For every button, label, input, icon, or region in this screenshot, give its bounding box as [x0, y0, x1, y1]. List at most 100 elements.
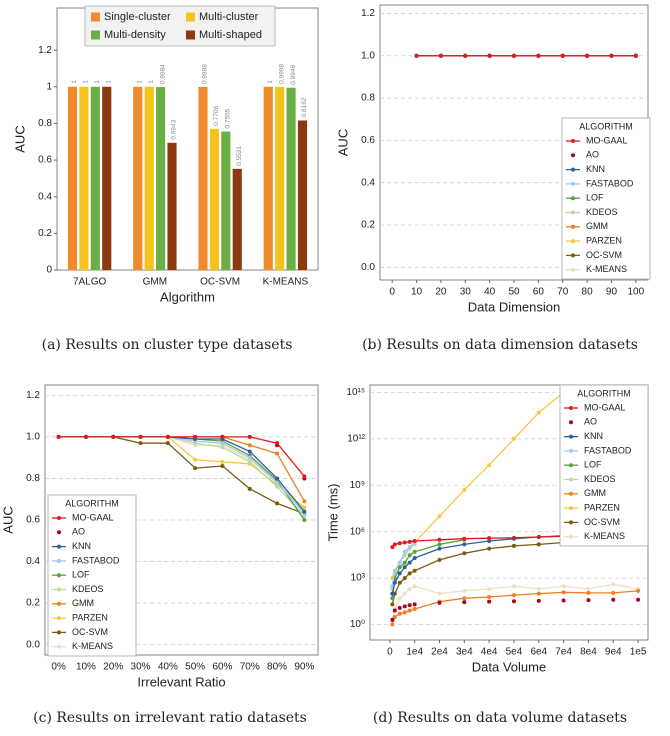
legend-marker [571, 196, 575, 201]
point [437, 557, 442, 562]
point [397, 596, 402, 601]
value-label: 1 [148, 80, 155, 84]
point [402, 560, 407, 565]
legend-label: K-MEANS [586, 264, 627, 274]
point [633, 53, 638, 58]
x-tick-label: K-MEANS [263, 277, 309, 288]
x-tick-label: 5e4 [506, 647, 523, 658]
value-label: 1 [267, 80, 274, 84]
point [247, 443, 252, 448]
legend-swatch [186, 30, 195, 40]
point [437, 546, 442, 551]
x-axis-label: Data Dimension [468, 299, 561, 314]
x-tick-label: 30 [460, 287, 472, 298]
x-tick-label: 40 [484, 287, 496, 298]
x-tick-label: 80 [582, 287, 594, 298]
y-tick-label: 1.2 [38, 45, 52, 56]
y-axis-label: AUC [0, 506, 15, 533]
point [437, 600, 442, 605]
legend-marker [57, 530, 61, 535]
point [636, 588, 641, 593]
legend-swatch [91, 30, 100, 40]
point [302, 509, 307, 514]
point [247, 486, 252, 491]
point [407, 603, 412, 608]
legend-label: LOF [72, 570, 90, 580]
point [397, 565, 402, 570]
legend-marker [571, 253, 575, 258]
point [512, 53, 516, 58]
value-label: 1 [94, 80, 101, 84]
caption: (b) Results on data dimension datasets [362, 337, 638, 353]
point [536, 542, 541, 547]
bar [221, 131, 231, 270]
caption: (c) Results on irrelevant ratio datasets [33, 710, 307, 726]
point [392, 568, 397, 573]
point [560, 53, 565, 58]
legend-label: KNN [584, 431, 603, 441]
y-tick-label: 0.4 [26, 556, 40, 567]
point [402, 591, 407, 596]
x-tick-label: 0 [389, 287, 395, 298]
point [302, 499, 307, 504]
bar [286, 87, 296, 271]
point [437, 514, 442, 519]
point [247, 449, 252, 454]
y-tick-label: 1 [46, 81, 52, 92]
point [397, 580, 402, 585]
y-tick-label: 0.6 [38, 155, 52, 166]
legend-marker [571, 153, 575, 158]
point [462, 551, 467, 556]
value-label: 1 [71, 80, 78, 84]
point [390, 596, 395, 601]
point [487, 586, 492, 591]
legend-label: GMM [584, 488, 606, 498]
point [407, 571, 412, 576]
legend-label: OC-SVM [72, 627, 108, 637]
point [390, 602, 395, 607]
value-label: 0.6943 [171, 120, 178, 140]
point [561, 584, 566, 589]
point [390, 545, 395, 550]
x-axis-label: Data Volume [472, 659, 546, 674]
point [407, 545, 412, 550]
legend-marker [571, 224, 575, 229]
legend-swatch [186, 12, 195, 22]
point [302, 518, 307, 522]
point [275, 501, 280, 506]
point [536, 586, 541, 591]
value-label: 1 [136, 80, 143, 84]
point [463, 53, 468, 58]
point [412, 555, 417, 560]
point [437, 591, 442, 596]
point [275, 476, 280, 481]
point [636, 597, 641, 602]
point [511, 535, 516, 540]
y-tick-label: 0.8 [26, 473, 40, 484]
point [487, 538, 492, 543]
legend-label: AO [72, 527, 85, 537]
legend-swatch [91, 12, 100, 22]
point [392, 608, 397, 613]
point [437, 542, 442, 547]
legend-marker [571, 167, 575, 172]
x-tick-label: 20 [435, 287, 447, 298]
y-tick-label: 0.8 [361, 93, 375, 104]
x-tick-label: 9e4 [605, 647, 622, 658]
y-tick-label: 1.2 [26, 390, 40, 401]
point [586, 598, 591, 603]
x-tick-label: 6e4 [530, 647, 547, 658]
x-tick-label: 100 [627, 287, 644, 298]
x-tick-label: 4e4 [481, 647, 498, 658]
x-tick-label: GMM [143, 277, 167, 288]
y-tick-label: 0.2 [38, 228, 52, 239]
point [511, 599, 516, 604]
x-tick-label: 90 [606, 287, 618, 298]
legend-label: K-MEANS [584, 531, 625, 541]
bar [263, 86, 273, 270]
y-tick-label: 0.4 [361, 177, 375, 188]
point [138, 434, 143, 439]
legend-box [84, 5, 276, 47]
legend-label: PARZEN [72, 612, 108, 622]
